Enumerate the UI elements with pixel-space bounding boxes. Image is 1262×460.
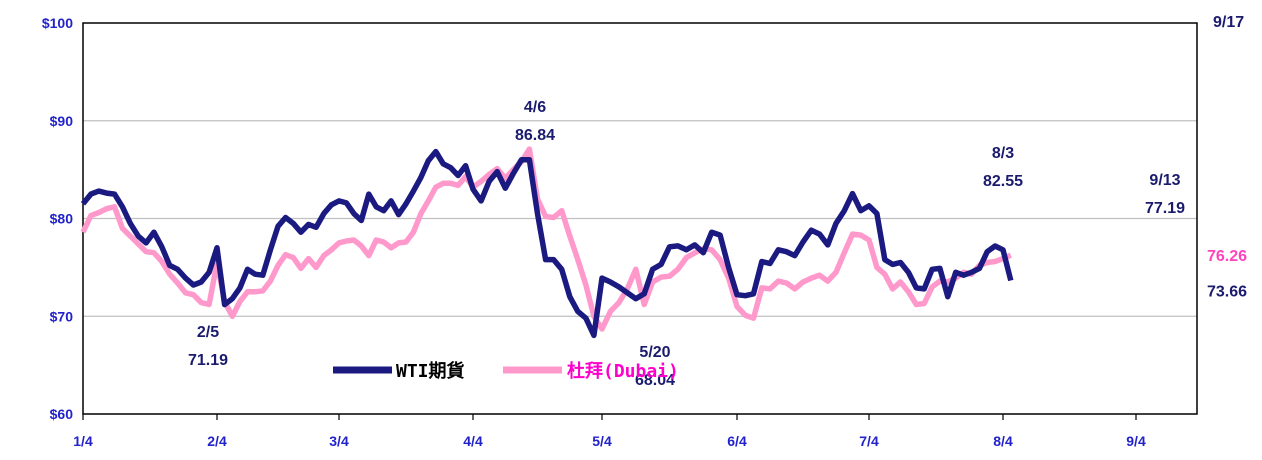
annotation-date: 5/20 bbox=[639, 344, 670, 361]
legend: WTI期貨 杜拜(Dubai) bbox=[333, 360, 679, 382]
annotation-date: 8/3 bbox=[992, 145, 1014, 162]
end-label-wti: 73.66 bbox=[1207, 283, 1247, 300]
latest-date-label: 9/17 bbox=[1213, 14, 1244, 31]
series-layer: 73.66 76.26 bbox=[83, 149, 1247, 335]
annotation-value: 77.19 bbox=[1145, 200, 1185, 217]
end-label-dubai: 76.26 bbox=[1207, 248, 1247, 265]
x-tick-label: 9/4 bbox=[1126, 433, 1146, 449]
y-tick-label: $90 bbox=[50, 113, 74, 129]
x-tick-label: 7/4 bbox=[859, 433, 879, 449]
annotation-date: 4/6 bbox=[524, 99, 546, 116]
annotation-value: 71.19 bbox=[188, 352, 228, 369]
x-tick-label: 8/4 bbox=[993, 433, 1013, 449]
x-tick-label: 2/4 bbox=[207, 433, 227, 449]
x-tick-label: 6/4 bbox=[727, 433, 747, 449]
y-axis: $100 $90 $80 $70 $60 bbox=[42, 15, 73, 422]
annotation-date: 9/13 bbox=[1149, 172, 1180, 189]
legend-label-dubai: 杜拜(Dubai) bbox=[567, 360, 679, 382]
legend-label-wti: WTI期貨 bbox=[396, 360, 465, 382]
annotation-value: 86.84 bbox=[515, 127, 555, 144]
y-tick-label: $80 bbox=[50, 211, 74, 227]
annotation-date: 2/5 bbox=[197, 324, 219, 341]
x-tick-label: 5/4 bbox=[592, 433, 612, 449]
x-tick-label: 1/4 bbox=[73, 433, 93, 449]
y-tick-label: $60 bbox=[50, 406, 74, 422]
x-tick-label: 3/4 bbox=[329, 433, 349, 449]
y-tick-label: $100 bbox=[42, 15, 73, 31]
x-tick-label: 4/4 bbox=[463, 433, 483, 449]
x-axis: 1/4 2/4 3/4 4/4 5/4 6/4 7/4 8/4 9/4 bbox=[73, 414, 1146, 449]
y-tick-label: $70 bbox=[50, 308, 74, 324]
annotation-value: 82.55 bbox=[983, 173, 1023, 190]
